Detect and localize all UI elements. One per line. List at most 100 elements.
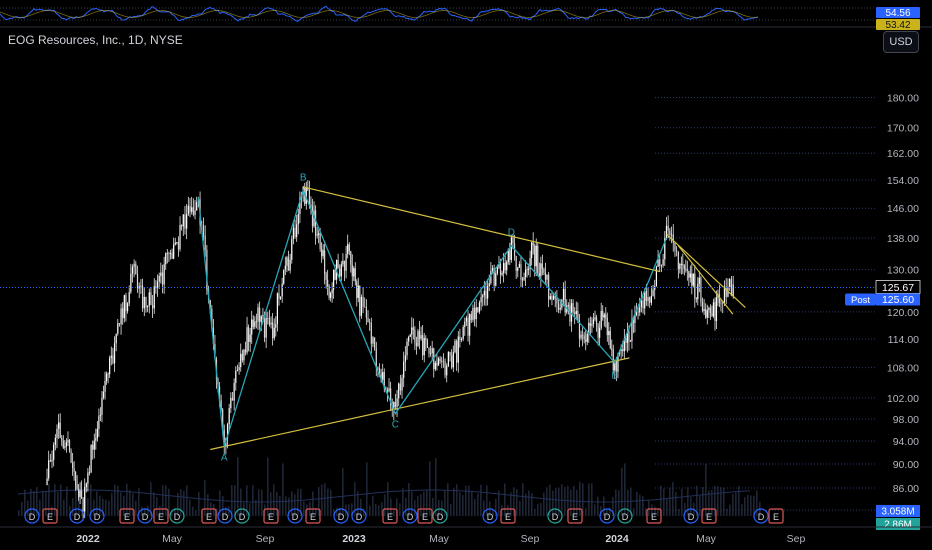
candle-body — [588, 322, 590, 334]
candle-body — [647, 297, 649, 301]
volume-bar — [432, 497, 434, 516]
earnings-marker — [417, 508, 433, 524]
volume-bar — [348, 504, 350, 516]
event-marker-label: D — [604, 512, 611, 522]
candle-body — [113, 343, 116, 364]
dividend-marker — [482, 508, 498, 524]
volume-bar — [183, 490, 185, 516]
event-marker-label: D — [487, 512, 494, 522]
candle-body — [423, 338, 425, 356]
candle-body — [697, 283, 699, 300]
candle-body — [90, 445, 92, 473]
candle-body — [220, 399, 222, 410]
candle-body — [235, 370, 237, 383]
candle-body — [308, 190, 310, 205]
volume-bar — [57, 491, 59, 516]
volume-bar — [726, 508, 728, 516]
candle-body — [109, 357, 111, 375]
volume-bar — [186, 485, 188, 516]
candle-body — [606, 317, 608, 336]
volume-average-line — [17, 489, 751, 503]
volume-bar — [501, 505, 503, 516]
candle-body — [487, 285, 489, 299]
candle-body — [456, 340, 458, 363]
candle-body — [233, 382, 235, 401]
candle-body — [194, 210, 196, 215]
candle-body — [136, 274, 139, 289]
event-marker-label: E — [505, 512, 511, 522]
volume-bar — [558, 487, 560, 516]
candle-body — [591, 323, 593, 326]
candle-body — [289, 259, 291, 271]
volume-bar — [621, 467, 623, 516]
volume-bar — [417, 496, 419, 516]
volume-bar — [672, 482, 674, 516]
post-market-tag — [845, 293, 876, 306]
candle-body — [84, 487, 86, 512]
candle-body — [528, 268, 530, 270]
candle-body — [365, 307, 367, 318]
volume-bar — [708, 490, 710, 516]
volume-bar — [477, 493, 479, 516]
candle-body — [575, 310, 577, 314]
volume-bar — [252, 485, 254, 516]
volume-bar — [222, 496, 224, 516]
wave-label-a: A — [221, 453, 228, 464]
candle-body — [375, 348, 377, 368]
candle-body — [322, 250, 324, 257]
y-tick-label: 138.00 — [887, 233, 919, 245]
candle-body — [128, 292, 130, 304]
candle-body — [140, 285, 142, 287]
volume-bar — [618, 490, 620, 516]
volume-bar — [213, 504, 215, 516]
candle-body — [262, 314, 264, 316]
candle-body — [380, 373, 382, 380]
candle-body — [509, 249, 511, 260]
volume-bar — [402, 488, 404, 516]
candle-body — [345, 254, 347, 271]
volume-bar — [237, 457, 239, 516]
volume-bar — [441, 500, 443, 516]
volume-bar — [285, 496, 287, 516]
volume-bar — [525, 493, 527, 516]
candle-body — [622, 349, 624, 352]
currency-button[interactable]: USD — [883, 31, 919, 53]
candle-body — [425, 338, 427, 341]
candle-body — [578, 320, 581, 339]
candle-body — [314, 210, 317, 236]
candle-body — [664, 238, 666, 260]
candle-body — [612, 349, 614, 371]
candle-body — [169, 253, 172, 255]
candle-body — [464, 321, 466, 327]
volume-bar — [303, 501, 305, 516]
volume-bar — [261, 489, 263, 516]
candle-body — [228, 408, 230, 425]
candle-body — [720, 302, 722, 304]
candle-body — [491, 268, 494, 271]
candle-body — [540, 263, 542, 277]
volume-bar — [246, 485, 248, 516]
candle-body — [211, 308, 213, 328]
event-marker-label: D — [552, 512, 559, 522]
candle-body — [524, 269, 527, 278]
candle-body — [480, 297, 482, 303]
candle-body — [523, 277, 525, 280]
candle-body — [382, 372, 384, 380]
candle-body — [559, 307, 561, 310]
candle-body — [133, 263, 135, 267]
candle-body — [462, 326, 464, 340]
candle-body — [259, 307, 261, 322]
event-marker-label: D — [142, 512, 149, 522]
y-tick-label: 102.00 — [887, 393, 919, 405]
volume-bar — [21, 501, 23, 516]
volume-bar — [30, 488, 32, 516]
candle-body — [679, 264, 681, 270]
candle-body — [369, 322, 371, 324]
volume-bar — [471, 490, 473, 516]
volume-bar — [75, 483, 77, 516]
candle-body — [526, 269, 528, 271]
candle-body — [93, 440, 95, 450]
candle-body — [59, 422, 61, 438]
candle-body — [305, 187, 307, 204]
